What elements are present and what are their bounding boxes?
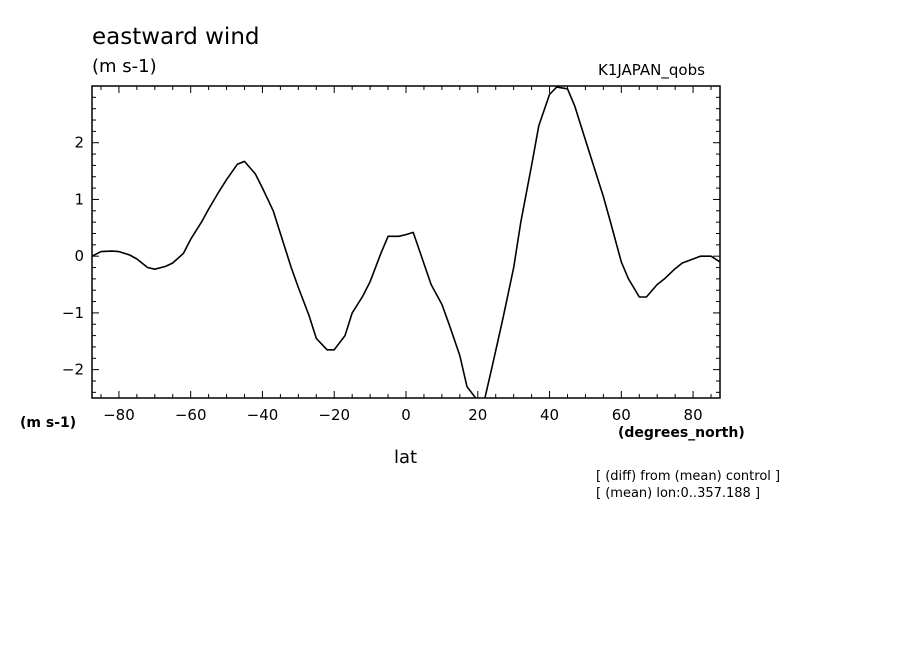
chart-units: (m s-1) [92,56,157,77]
x-tick-label: 20 [468,406,487,424]
y-tick-label: −1 [62,304,84,322]
series-layer [92,86,720,398]
y-tick-label: 1 [74,190,84,208]
y-tick-label: 2 [74,134,84,152]
x-axis-label: lat [394,447,418,468]
note-mean: [ (mean) lon:0..357.188 ] [596,486,761,501]
x-tick-label: −40 [247,406,279,424]
y-axis-units: (m s-1) [20,415,77,431]
axis-ticks [92,85,720,398]
x-tick-label: 40 [540,406,559,424]
x-tick-label: −60 [175,406,207,424]
y-tick-label: 0 [74,247,84,265]
run-name: K1JAPAN_qobs [598,61,705,79]
x-axis-units: (degrees_north) [618,425,745,441]
x-tick-label: 0 [401,406,411,424]
y-tick-label: −2 [62,361,84,379]
x-tick-label: −20 [318,406,350,424]
plot-frame [91,85,721,399]
x-tick-label: 60 [612,406,631,424]
chart-title: eastward wind [92,24,260,50]
note-diff: [ (diff) from (mean) control ] [596,469,781,484]
x-tick-label: −80 [103,406,135,424]
series-line [92,86,720,398]
x-tick-label: 80 [684,406,703,424]
tick-labels: −80 −60 −40 −20 0 20 40 60 80 −2 −1 0 1 2 [62,134,703,424]
